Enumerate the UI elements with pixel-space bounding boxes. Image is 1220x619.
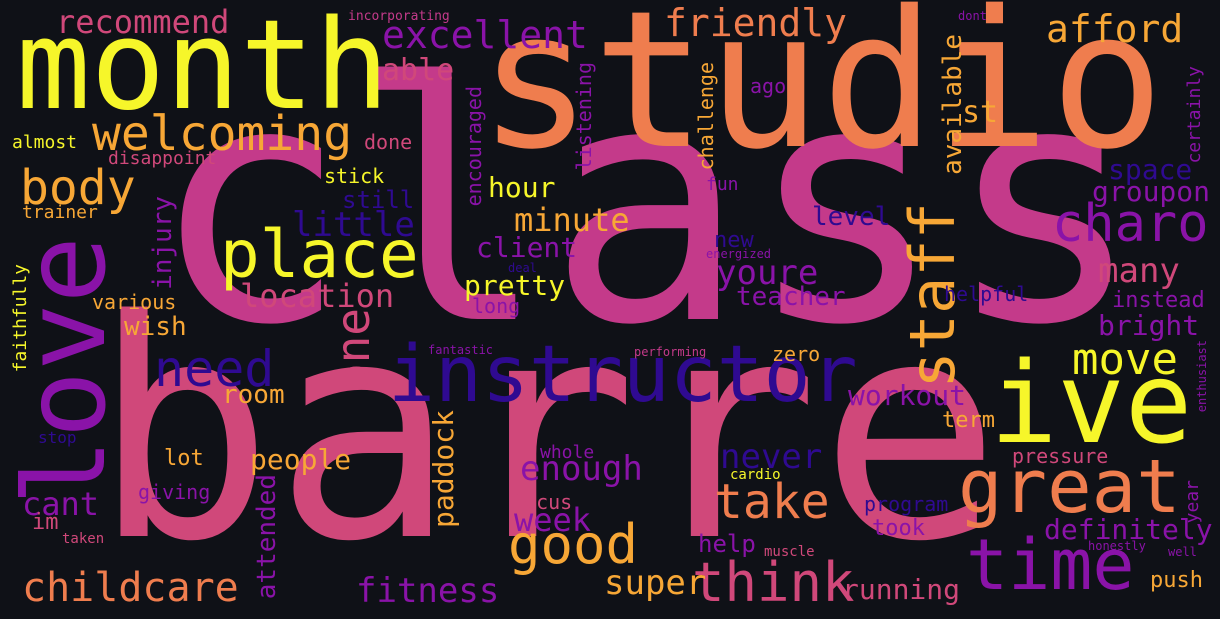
word-still: still (342, 186, 415, 214)
word-instead: instead (1112, 288, 1205, 313)
word-bright: bright (1098, 309, 1200, 342)
word-pretty: pretty (464, 269, 566, 302)
word-program: program (864, 492, 949, 516)
word-month: month (16, 0, 390, 138)
word-one: one (326, 308, 380, 392)
word-wish: wish (124, 312, 187, 342)
word-recommend: recommend (56, 3, 230, 41)
word-long: long (472, 294, 521, 318)
word-disappoint: disappoint (108, 148, 217, 169)
word-barre: barre (92, 257, 1002, 608)
word-welcoming: welcoming (92, 106, 353, 162)
word-workout: workout (848, 379, 967, 412)
word-time: time (966, 524, 1135, 606)
word-friendly: friendly (664, 1, 848, 45)
word-minute: minute (514, 201, 630, 239)
word-st: st (962, 95, 999, 130)
word-deal: deal (508, 261, 537, 275)
word-fantastic: fantastic (428, 343, 494, 357)
word-level: level (812, 202, 891, 232)
word-space: space (1108, 153, 1193, 186)
word-instructor: instructor (388, 330, 858, 420)
word-move: move (1072, 334, 1178, 385)
word-giving: giving (138, 480, 211, 504)
word-fun: fun (706, 174, 739, 195)
word-almost: almost (12, 132, 78, 153)
word-teacher: teacher (736, 282, 846, 312)
word-help: help (698, 530, 756, 558)
word-charo: charo (1052, 194, 1209, 254)
word-term: term (942, 408, 995, 433)
word-new: new (714, 228, 754, 253)
word-stick: stick (324, 164, 385, 188)
word-location: location (240, 277, 395, 315)
word-people: people (250, 443, 352, 476)
word-listening: listening (572, 62, 596, 171)
word-well: well (1168, 545, 1197, 559)
word-little: little (292, 205, 415, 245)
word-energized: energized (706, 247, 772, 261)
word-various: various (92, 290, 177, 314)
word-class: class (150, 13, 1144, 397)
word-faithfully: faithfully (10, 264, 31, 373)
word-push: push (1150, 568, 1203, 593)
word-fitness: fitness (356, 571, 500, 611)
word-youre: youre (716, 253, 819, 293)
word-taken: taken (62, 531, 105, 547)
word-think: think (692, 551, 855, 614)
word-year: year (1182, 480, 1203, 524)
word-encouraged: encouraged (462, 86, 486, 207)
word-excellent: excellent (382, 13, 588, 57)
word-super: super (604, 563, 707, 603)
word-enough: enough (520, 449, 643, 489)
word-childcare: childcare (22, 565, 239, 611)
word-trainer: trainer (22, 202, 98, 223)
word-room: room (222, 380, 285, 410)
word-focus: focus (512, 490, 573, 514)
word-cardio: cardio (730, 467, 781, 483)
word-afford: afford (1046, 7, 1184, 51)
word-stop: stop (38, 428, 77, 447)
word-able: able (382, 53, 455, 88)
word-week: week (514, 501, 592, 539)
word-pressure: pressure (1012, 444, 1109, 468)
word-zero: zero (772, 342, 821, 366)
word-groupon: groupon (1092, 175, 1211, 208)
word-cant: cant (22, 485, 100, 523)
word-im: im (32, 510, 59, 535)
word-body: body (20, 160, 136, 216)
word-injury: injury (148, 196, 178, 290)
word-certainly: certainly (1184, 66, 1205, 164)
word-attended: attended (252, 474, 282, 600)
word-running: running (842, 573, 961, 606)
word-took: took (872, 516, 925, 541)
word-good: good (508, 513, 639, 576)
word-incorporating: incorporating (348, 9, 450, 24)
word-studio: studio (478, 0, 1165, 191)
word-paddock: paddock (427, 410, 460, 529)
word-need: need (154, 340, 275, 398)
word-hour: hour (488, 171, 556, 204)
word-enthusiast: enthusiast (1195, 340, 1209, 413)
word-done: done (364, 130, 413, 154)
word-client: client (476, 231, 578, 264)
word-great: great (958, 444, 1181, 530)
word-performing: performing (634, 345, 707, 359)
word-challenge: challenge (694, 62, 718, 171)
word-honestly: honestly (1088, 539, 1146, 553)
word-place: place (220, 216, 419, 293)
word-never: never (720, 437, 823, 477)
word-helpful: helpful (944, 282, 1029, 306)
word-ago: ago (750, 74, 787, 98)
word-ive: ive (990, 339, 1193, 469)
word-whole: whole (540, 442, 595, 463)
word-take: take (714, 474, 830, 530)
word-definitely: definitely (1044, 513, 1213, 546)
word-dont: dont (958, 9, 987, 23)
word-lot: lot (164, 446, 204, 471)
word-muscle: muscle (764, 544, 815, 560)
word-many: many (1098, 251, 1180, 291)
